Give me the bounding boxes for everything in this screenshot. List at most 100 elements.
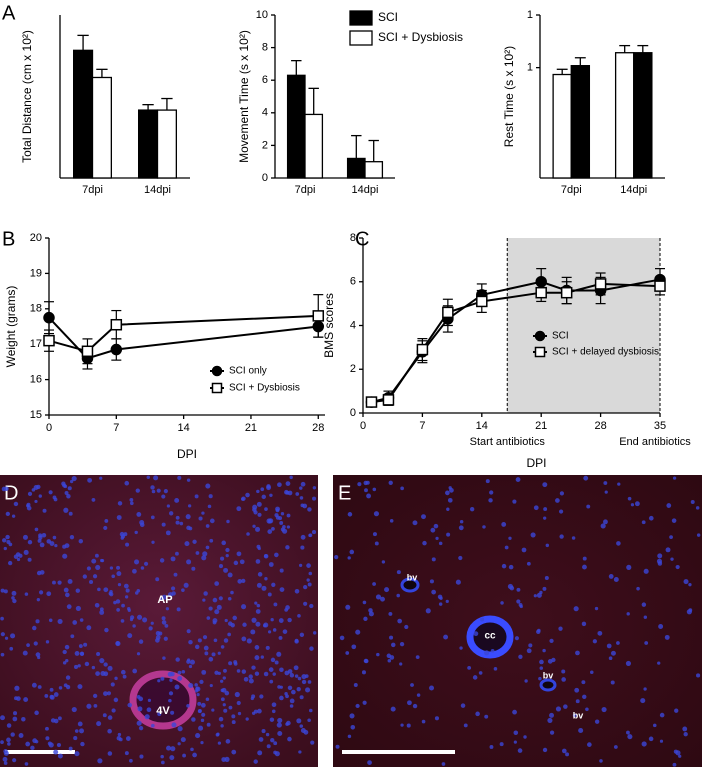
nucleus [195,733,201,739]
nucleus [266,518,272,524]
nucleus [252,507,257,512]
nucleus [251,665,256,670]
nucleus [136,614,143,620]
nucleus [484,714,489,719]
nucleus [254,645,260,650]
nucleus [186,559,192,565]
nucleus [366,493,372,499]
nucleus [217,651,221,655]
nucleus [264,507,268,511]
nucleus [38,533,43,538]
nucleus [86,703,92,709]
nucleus [83,642,88,647]
nucleus [362,600,367,605]
nucleus [250,696,254,701]
nucleus [489,490,494,495]
nucleus [129,758,133,763]
nucleus [232,615,238,621]
nucleus [54,543,58,548]
nucleus [91,665,96,670]
x-tick-label: 28 [594,420,606,432]
nucleus [99,658,105,664]
nucleus [297,676,302,681]
nucleus [544,576,549,581]
central-canal [466,615,514,659]
nucleus [132,668,138,674]
nucleus [39,542,45,548]
annotation: Start antibiotics [470,436,546,448]
nucleus [286,720,291,726]
nucleus [280,527,285,532]
nucleus [255,526,261,532]
nucleus [547,717,553,723]
nucleus [253,759,258,764]
nucleus [587,742,592,747]
nucleus [472,675,478,680]
nucleus [95,671,100,676]
nucleus [0,652,5,657]
nucleus [116,608,120,612]
nucleus [664,634,670,640]
nucleus [0,588,5,593]
nucleus [197,701,202,706]
nucleus [399,662,403,666]
point [43,334,55,347]
nucleus [501,563,507,569]
nucleus [221,687,227,693]
nucleus [672,476,677,480]
nucleus [24,592,29,596]
bar [137,109,159,179]
nucleus [11,514,16,518]
nucleus [271,582,276,587]
nucleus [641,741,647,747]
nucleus [197,638,202,643]
nucleus [205,483,211,489]
nucleus [271,527,275,531]
nucleus [473,631,479,637]
legend-label: SCI [552,331,569,342]
legend-marker [534,346,546,358]
x-tick-label: 35 [654,420,666,432]
nucleus [217,741,222,745]
nucleus [107,665,113,671]
nucleus [227,596,232,601]
nucleus [205,545,210,550]
nucleus [118,737,123,742]
nucleus [78,539,84,544]
nucleus [526,561,531,566]
nucleus [542,747,548,753]
nucleus [307,582,312,587]
nucleus [260,655,264,659]
nucleus [300,534,306,540]
y-tick-label: 0 [262,172,268,184]
nucleus [62,661,67,665]
nucleus [399,641,405,647]
nucleus [230,590,234,595]
nucleus [542,648,546,653]
nucleus [665,547,671,553]
y-tick-label: 19 [30,267,42,279]
nucleus [673,749,678,754]
y-axis-label: Weight (grams) [4,286,18,368]
nucleus [250,629,256,635]
series-line [48,316,319,360]
nucleus [129,497,134,502]
nucleus [91,558,97,564]
y-tick-label: 20 [30,232,42,244]
nucleus [124,595,129,599]
nucleus [246,532,250,536]
nucleus [198,725,204,731]
nucleus [648,515,654,521]
nucleus [84,661,90,667]
nucleus [111,574,116,579]
nucleus [425,608,431,614]
nucleus [188,683,194,689]
nucleus [121,603,125,608]
nucleus [65,658,69,663]
nucleus [233,660,238,665]
nucleus [406,723,411,728]
nucleus [65,675,71,680]
nucleus [218,564,223,569]
nucleus [150,621,154,625]
y-tick-label: 6 [262,74,268,86]
